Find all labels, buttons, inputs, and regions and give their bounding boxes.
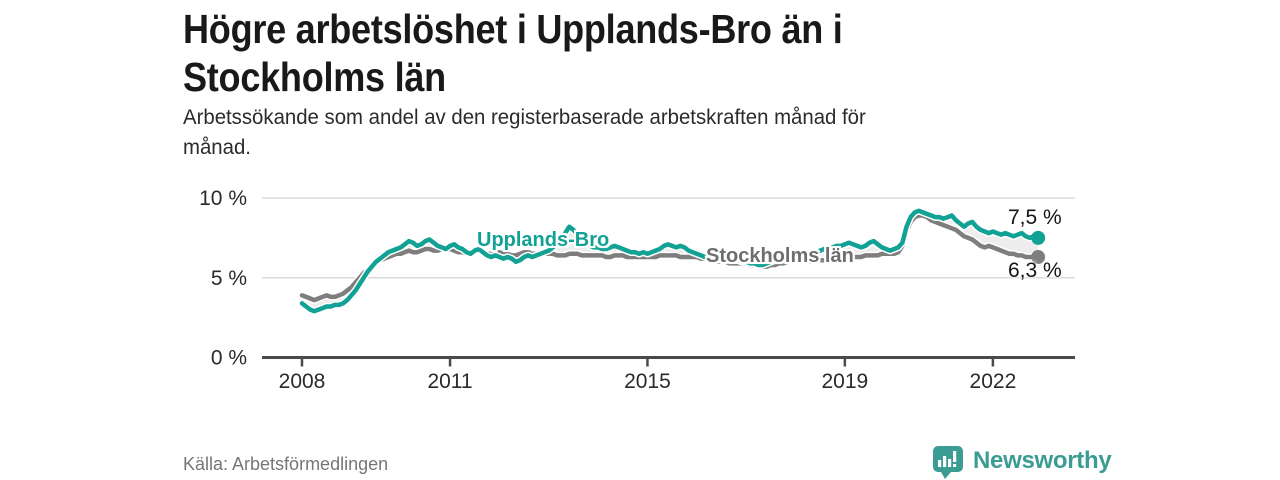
line-upplands-bro-casing <box>298 207 1042 315</box>
newsworthy-logo[interactable]: Newsworthy <box>931 443 1112 479</box>
series-label-upplands-bro: Upplands-Bro <box>477 229 610 251</box>
between-series-fill <box>302 210 1039 312</box>
x-tick-label-2015: 2015 <box>624 370 671 393</box>
newsworthy-wordmark: Newsworthy <box>973 447 1112 474</box>
source-note: Källa: Arbetsförmedlingen <box>183 454 389 474</box>
bar-chart-speech-bubble-icon <box>933 445 963 479</box>
series-label-stockholms-lan: Stockholms län <box>706 245 854 267</box>
page-title-line-2: Stockholms län <box>183 53 446 100</box>
x-tick-label-2008: 2008 <box>279 370 326 393</box>
end-value-label-stockholms-lan: 6,3 % <box>1008 259 1062 282</box>
y-tick-label-10: 10 % <box>199 187 247 210</box>
x-tick-label-2022: 2022 <box>970 370 1017 393</box>
end-dot-stockholms-lan <box>1031 250 1046 265</box>
chart-subtitle: Arbetssökande som andel av den registerb… <box>183 103 1056 163</box>
page-title-line-1: Högre arbetslöshet i Upplands-Bro än i <box>183 6 843 52</box>
y-tick-label-0: 0 % <box>211 347 247 370</box>
y-tick-label-5: 5 % <box>211 267 247 290</box>
chart-subtitle-line-2: månad. <box>183 136 251 160</box>
x-tick-label-2019: 2019 <box>821 370 868 393</box>
x-tick-label-2011: 2011 <box>427 370 472 393</box>
chart-subtitle-line-1: Arbetssökande som andel av den registerb… <box>183 106 866 129</box>
end-value-label-upplands-bro: 7,5 % <box>1008 206 1062 229</box>
line-upplands-bro <box>299 208 1041 314</box>
page-title: Högre arbetslöshet i Upplands-Bro än i S… <box>183 6 1063 102</box>
line-stockholms-lan-casing <box>298 211 1042 304</box>
end-dot-upplands-bro <box>1031 230 1046 245</box>
